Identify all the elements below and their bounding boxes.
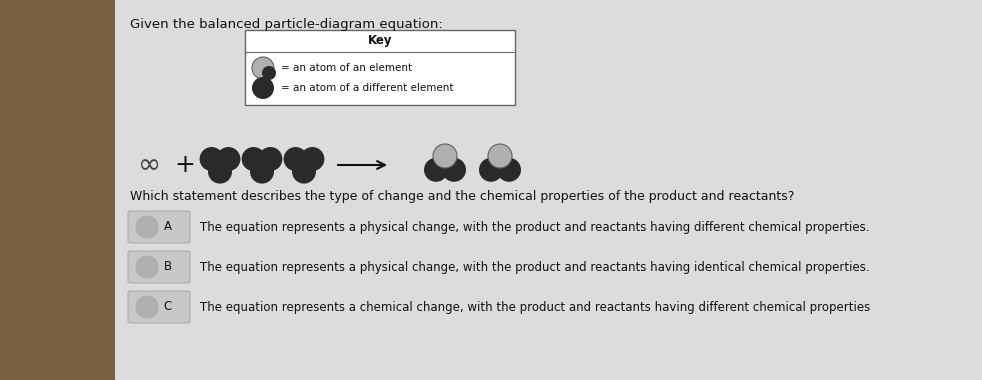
Circle shape	[479, 158, 503, 182]
Circle shape	[300, 147, 324, 171]
Text: +: +	[175, 153, 195, 177]
Circle shape	[442, 158, 466, 182]
FancyBboxPatch shape	[245, 30, 515, 105]
Circle shape	[136, 216, 158, 238]
Text: The equation represents a physical change, with the product and reactants having: The equation represents a physical chang…	[200, 220, 869, 233]
Circle shape	[488, 144, 512, 168]
FancyBboxPatch shape	[128, 291, 190, 323]
Circle shape	[433, 144, 457, 168]
Text: Key: Key	[367, 34, 392, 47]
FancyBboxPatch shape	[128, 211, 190, 243]
Circle shape	[497, 158, 521, 182]
Circle shape	[136, 296, 158, 318]
Text: Which statement describes the type of change and the chemical properties of the : Which statement describes the type of ch…	[130, 190, 794, 203]
Circle shape	[136, 256, 158, 278]
FancyBboxPatch shape	[0, 0, 120, 380]
Text: Given the balanced particle-diagram equation:: Given the balanced particle-diagram equa…	[130, 18, 443, 31]
Circle shape	[292, 160, 316, 184]
Text: = an atom of an element: = an atom of an element	[281, 63, 412, 73]
Circle shape	[208, 160, 232, 184]
Circle shape	[199, 147, 224, 171]
Text: The equation represents a chemical change, with the product and reactants having: The equation represents a chemical chang…	[200, 301, 870, 314]
Text: The equation represents a physical change, with the product and reactants having: The equation represents a physical chang…	[200, 261, 870, 274]
Circle shape	[424, 158, 448, 182]
Circle shape	[284, 147, 307, 171]
Circle shape	[250, 160, 274, 184]
Text: C: C	[164, 301, 172, 314]
FancyBboxPatch shape	[115, 0, 982, 380]
Text: ∞: ∞	[138, 151, 161, 179]
Text: B: B	[164, 261, 172, 274]
Text: A: A	[164, 220, 172, 233]
Circle shape	[252, 77, 274, 99]
Circle shape	[258, 147, 283, 171]
Circle shape	[216, 147, 241, 171]
Text: = an atom of a different element: = an atom of a different element	[281, 83, 454, 93]
Circle shape	[262, 66, 276, 80]
Circle shape	[252, 57, 274, 79]
Circle shape	[242, 147, 265, 171]
FancyBboxPatch shape	[128, 251, 190, 283]
